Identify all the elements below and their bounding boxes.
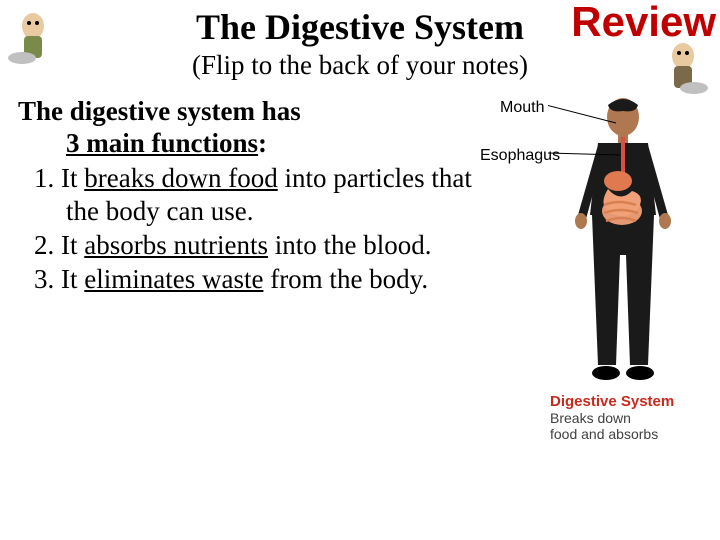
- func-pre: It: [61, 230, 84, 260]
- intro-colon: :: [258, 128, 267, 158]
- human-figure: [548, 95, 698, 395]
- functions-list: It breaks down food into particles that …: [18, 162, 478, 296]
- list-item: It breaks down food into particles that …: [18, 162, 478, 228]
- list-item: It absorbs nutrients into the blood.: [18, 229, 478, 262]
- func-pre: It: [61, 264, 84, 294]
- func-underline: absorbs nutrients: [84, 230, 268, 260]
- content-area: The digestive system has 3 main function…: [0, 81, 720, 297]
- func-underline: breaks down food: [84, 163, 277, 193]
- func-underline: eliminates waste: [84, 264, 263, 294]
- list-item: It eliminates waste from the body.: [18, 263, 478, 296]
- review-label: Review: [571, 0, 716, 46]
- caption-line-2: food and absorbs: [550, 426, 674, 442]
- figure-caption: Digestive System Breaks down food and ab…: [550, 393, 674, 442]
- caption-title: Digestive System: [550, 393, 674, 410]
- caption-line-1: Breaks down: [550, 410, 674, 426]
- func-post: into the blood.: [268, 230, 432, 260]
- intro-underlined: 3 main functions: [66, 128, 258, 158]
- intro-line-2: 3 main functions:: [18, 127, 478, 159]
- page-subtitle: (Flip to the back of your notes): [0, 50, 720, 81]
- func-pre: It: [61, 163, 84, 193]
- text-column: The digestive system has 3 main function…: [18, 95, 478, 297]
- header: Review The Digestive System (Flip to the…: [0, 0, 720, 81]
- intro-line-1: The digestive system has: [18, 95, 478, 127]
- image-column: Mouth Esophagus: [478, 95, 720, 297]
- label-mouth: Mouth: [500, 99, 544, 117]
- func-post: from the body.: [263, 264, 428, 294]
